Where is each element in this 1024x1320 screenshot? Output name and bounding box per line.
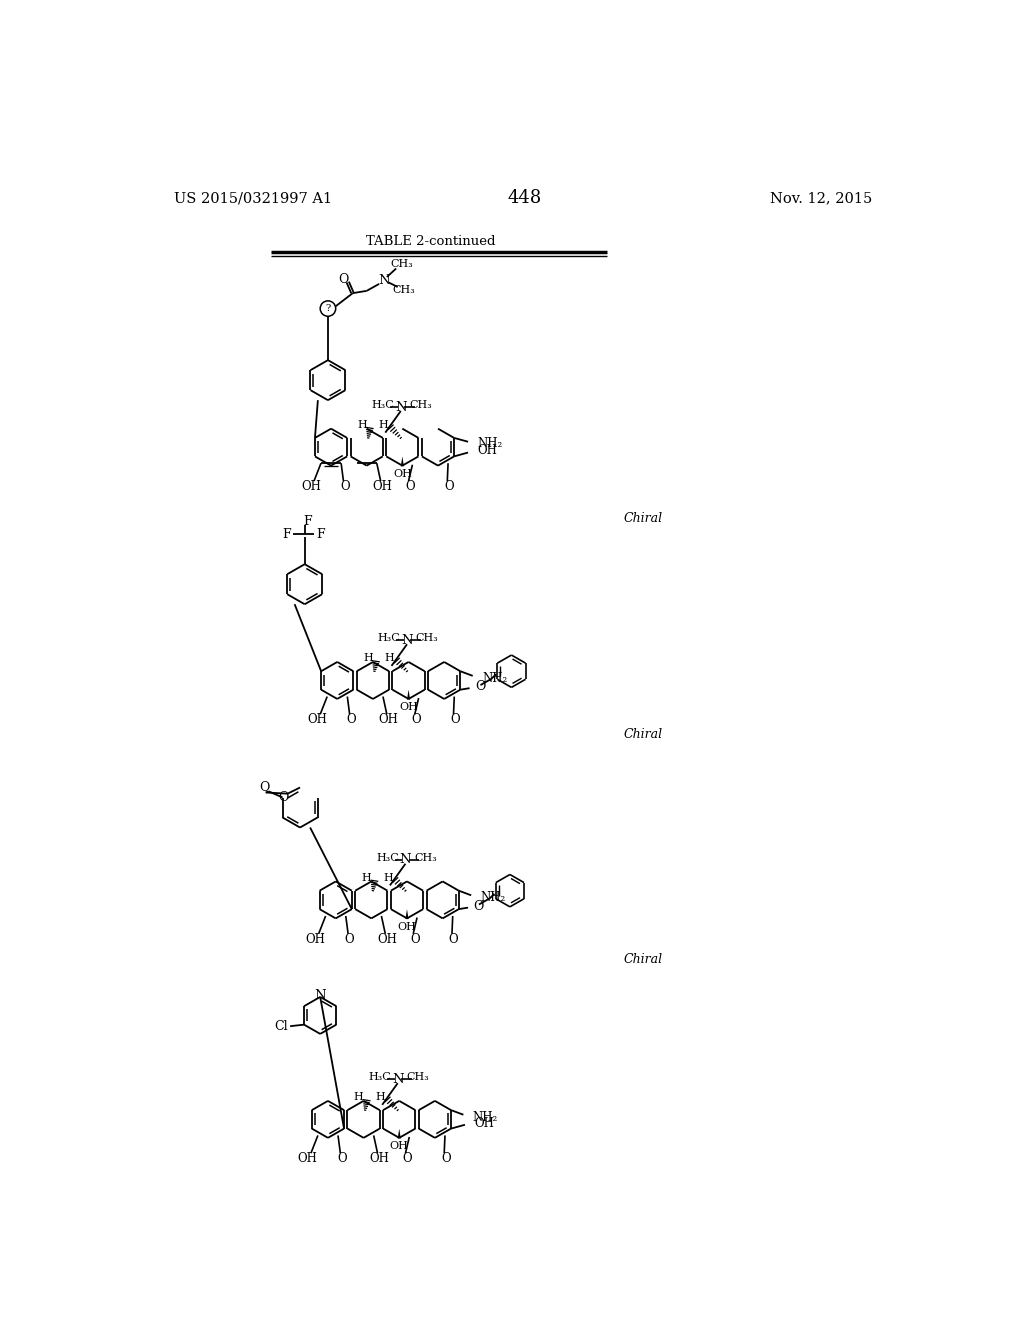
Text: NH₂: NH₂ [480, 891, 506, 904]
Polygon shape [397, 1129, 400, 1139]
Text: O: O [259, 781, 269, 795]
Text: CH₃: CH₃ [415, 853, 437, 862]
Text: OH: OH [474, 1117, 495, 1130]
Text: F: F [303, 515, 312, 528]
Text: H: H [385, 653, 394, 663]
Text: N: N [399, 853, 412, 866]
Text: O: O [406, 480, 415, 492]
Text: OH: OH [373, 480, 392, 492]
Text: Chiral: Chiral [624, 727, 663, 741]
Text: TABLE 2-continued: TABLE 2-continued [366, 235, 495, 248]
Text: OH: OH [390, 1142, 409, 1151]
Polygon shape [400, 457, 403, 466]
Text: OH: OH [298, 1152, 317, 1166]
Text: H₃C: H₃C [372, 400, 394, 409]
Text: Chiral: Chiral [624, 512, 663, 525]
Text: H: H [364, 653, 373, 663]
Polygon shape [407, 689, 410, 700]
Text: US 2015/0321997 A1: US 2015/0321997 A1 [174, 191, 333, 206]
Text: OH: OH [399, 702, 418, 713]
Text: N: N [314, 989, 326, 1002]
Text: CH₃: CH₃ [407, 1072, 429, 1082]
Text: O: O [346, 713, 356, 726]
Text: H: H [383, 873, 393, 883]
Text: O: O [451, 713, 460, 726]
Text: O: O [402, 1152, 412, 1166]
Text: N: N [401, 634, 413, 647]
Text: O: O [444, 480, 454, 492]
Text: OH: OH [379, 713, 398, 726]
Text: N: N [392, 1073, 403, 1086]
Text: O: O [473, 899, 484, 912]
Text: OH: OH [301, 480, 321, 492]
Text: CH₃: CH₃ [410, 400, 432, 409]
Text: F: F [315, 528, 325, 541]
Text: H₃C: H₃C [376, 853, 399, 862]
Text: O: O [340, 480, 350, 492]
Text: CH₃: CH₃ [416, 634, 438, 643]
Text: O: O [449, 933, 459, 945]
Text: O: O [441, 1152, 451, 1166]
Text: NH₂: NH₂ [482, 672, 507, 685]
Text: OH: OH [307, 713, 327, 726]
Text: OH: OH [397, 921, 417, 932]
Text: Cl: Cl [274, 1019, 288, 1032]
Text: F: F [282, 528, 291, 541]
Text: OH: OH [377, 933, 396, 945]
Text: OH: OH [370, 1152, 389, 1166]
Text: CH₃: CH₃ [390, 259, 413, 269]
Text: Nov. 12, 2015: Nov. 12, 2015 [770, 191, 872, 206]
Text: H: H [376, 1092, 385, 1102]
Text: H: H [357, 420, 367, 430]
Text: 448: 448 [508, 190, 542, 207]
Text: NH₂: NH₂ [477, 437, 503, 450]
Polygon shape [406, 909, 409, 919]
Text: OH: OH [305, 933, 326, 945]
Text: O: O [337, 1152, 347, 1166]
Text: CH₃: CH₃ [392, 285, 416, 296]
Text: OH: OH [477, 445, 498, 458]
Text: O: O [412, 713, 421, 726]
Text: N: N [378, 275, 389, 288]
Text: H: H [361, 873, 372, 883]
Text: ?: ? [326, 304, 331, 313]
Text: H: H [379, 420, 388, 430]
Text: H₃C: H₃C [378, 634, 400, 643]
Text: OH: OH [393, 469, 412, 479]
Text: Chiral: Chiral [624, 953, 663, 966]
Text: O: O [345, 933, 354, 945]
Text: O: O [410, 933, 420, 945]
Text: O: O [278, 791, 288, 804]
Text: N: N [395, 400, 407, 413]
Text: H: H [354, 1092, 364, 1102]
Text: NH₂: NH₂ [473, 1110, 498, 1123]
Text: H₃C: H₃C [369, 1072, 391, 1082]
Text: O: O [338, 273, 348, 286]
Text: O: O [475, 680, 485, 693]
